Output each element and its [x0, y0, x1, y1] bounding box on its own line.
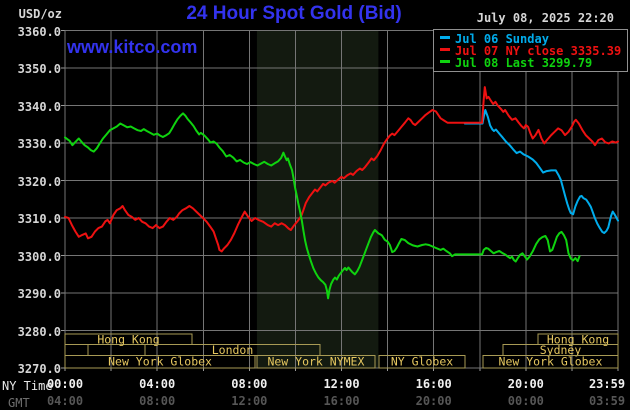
- x-axis-label-gmt: 08:00: [139, 394, 176, 408]
- gmt-axis-label: GMT: [8, 396, 30, 410]
- legend-box: Jul 06 Sunday Jul 07 NY close 3335.39 Jul …: [433, 29, 628, 72]
- series-line-2: [64, 112, 581, 300]
- ny-time-axis-label: NY Time: [2, 379, 53, 393]
- session-label: London: [212, 343, 254, 357]
- session-box: [64, 354, 256, 369]
- series-line-0: [463, 109, 619, 234]
- x-axis-label-ny: 23:59: [588, 377, 626, 391]
- x-axis-label-gmt: 20:00: [415, 394, 452, 408]
- session-label: Hong Kong: [547, 332, 609, 346]
- x-axis-label-gmt: 03:59: [588, 394, 626, 408]
- x-axis-label-gmt: 12:00: [231, 394, 268, 408]
- y-axis-label: 3280.0: [17, 324, 61, 339]
- legend-item: Jul 06 Sunday: [440, 32, 627, 46]
- session-box: [256, 354, 376, 369]
- legend-label: Jul 07 NY close 3335.39: [455, 44, 622, 58]
- x-axis-label-ny: 20:00: [507, 377, 544, 391]
- kitco-link[interactable]: www.kitco.com: [67, 37, 198, 57]
- datetime-stamp: July 08, 2025 22:20: [476, 11, 614, 25]
- session-box: [64, 333, 193, 346]
- legend-label: Jul 08 Last 3299.79: [455, 56, 593, 70]
- session-box: [64, 344, 89, 356]
- x-axis-label-ny: 16:00: [415, 377, 452, 391]
- session-label: Sydney: [540, 343, 582, 357]
- grid-lines: [64, 30, 619, 369]
- legend-dash-icon: [440, 60, 450, 63]
- y-axis-label: 3310.0: [17, 212, 61, 226]
- y-axis-label: 3290.0: [17, 287, 61, 301]
- y-axis-label: 3320.0: [17, 174, 61, 189]
- unit-label: USD/oz: [18, 7, 62, 21]
- y-axis-label: 3330.0: [17, 137, 61, 151]
- x-axis-label-ny: 04:00: [139, 377, 176, 391]
- session-label: Hong Kong: [97, 332, 159, 346]
- session-label: New York Globex: [108, 355, 212, 369]
- legend-item: Jul 07 NY close 3335.39: [440, 44, 627, 58]
- series-line-1: [64, 86, 619, 253]
- x-axis-label-gmt: 04:00: [46, 394, 84, 408]
- axis-ticks: [61, 30, 619, 371]
- legend-dash-icon: [440, 48, 450, 51]
- session-label: New York NYMEX: [267, 355, 364, 369]
- legend-dash-icon: [440, 36, 450, 39]
- x-axis-label-ny: 12:00: [323, 377, 360, 391]
- x-axis-label-gmt: 00:00: [507, 394, 544, 408]
- x-axis-label-ny: 08:00: [231, 377, 268, 391]
- y-axis-label: 3340.0: [17, 99, 61, 114]
- x-axis-label-ny: 00:00: [46, 377, 84, 391]
- x-axis-label-gmt: 16:00: [323, 394, 360, 408]
- session-box: [378, 354, 466, 369]
- y-axis-label: 3350.0: [17, 62, 61, 76]
- y-axis-label: 3270.0: [17, 362, 61, 376]
- legend-item: Jul 08 Last 3299.79: [440, 56, 627, 70]
- legend-label: Jul 06 Sunday: [455, 32, 549, 46]
- session-label: NY Globex: [391, 355, 453, 369]
- session-label: New York Globex: [499, 355, 603, 369]
- y-axis-label: 3360.0: [17, 24, 61, 39]
- session-box: [482, 354, 619, 369]
- y-axis-label: 3300.0: [17, 249, 61, 264]
- nymex-session-band: [256, 30, 379, 368]
- page-title: 24 Hour Spot Gold (Bid): [186, 3, 402, 24]
